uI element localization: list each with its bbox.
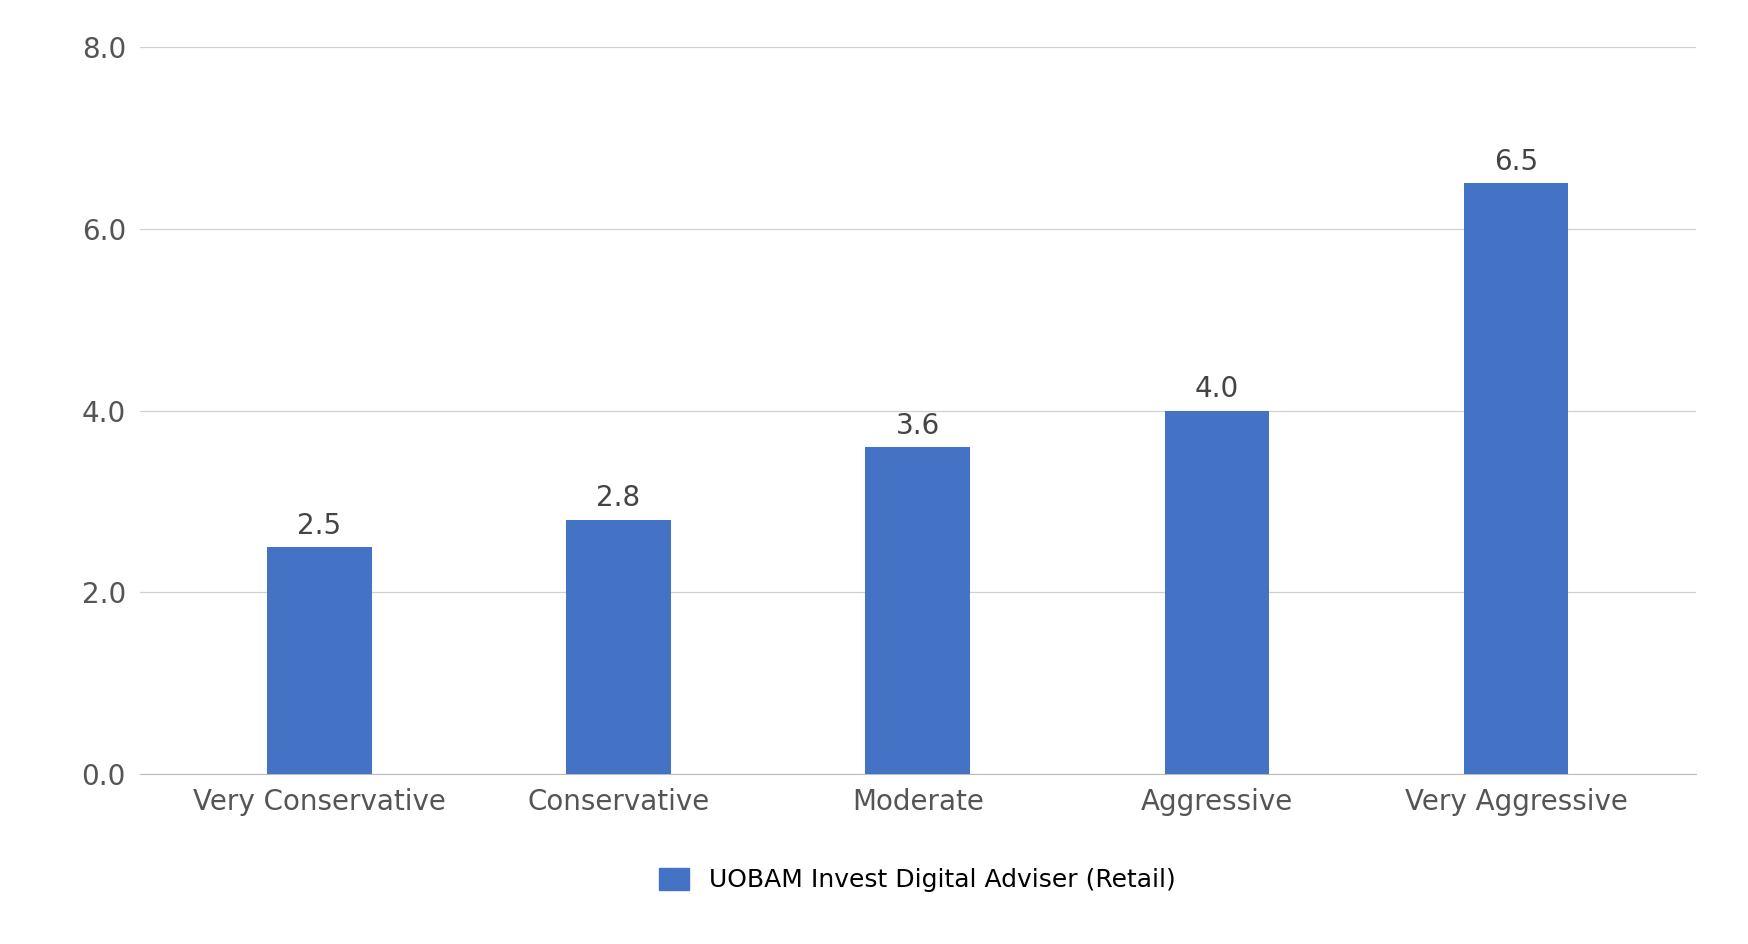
- Bar: [1164, 411, 1269, 774]
- Text: 2.5: 2.5: [297, 512, 341, 540]
- Text: 3.6: 3.6: [895, 412, 940, 440]
- Text: 6.5: 6.5: [1495, 148, 1538, 177]
- Text: 2.8: 2.8: [596, 484, 640, 513]
- Text: 4.0: 4.0: [1194, 376, 1239, 403]
- Bar: [865, 447, 970, 774]
- Bar: [1463, 183, 1568, 774]
- Bar: [566, 520, 671, 774]
- Bar: [267, 547, 372, 774]
- Legend: UOBAM Invest Digital Adviser (Retail): UOBAM Invest Digital Adviser (Retail): [659, 868, 1176, 892]
